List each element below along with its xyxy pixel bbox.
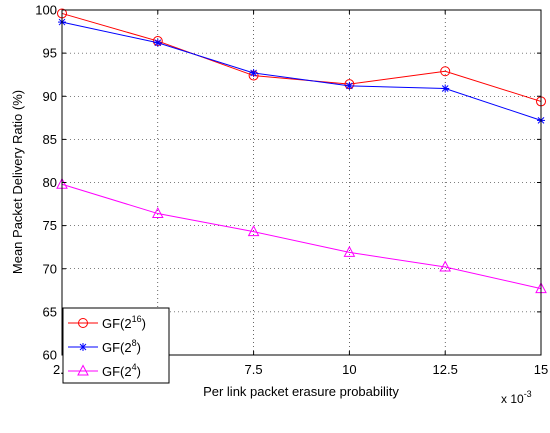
x-tick-label: 12.5	[433, 362, 458, 377]
star-stroke	[154, 39, 162, 47]
legend-label-close: )	[142, 316, 146, 331]
y-axis-label: Mean Packet Delivery Ratio (%)	[10, 90, 25, 274]
legend-item: GF(216)	[68, 314, 146, 331]
y-tick-label: 85	[43, 132, 57, 147]
y-tick-label: 80	[43, 175, 57, 190]
legend-label: GF(28)	[102, 338, 141, 355]
data-point	[439, 260, 452, 272]
legend-label-base: GF(2	[102, 316, 132, 331]
legend: GF(216)GF(28)GF(24)	[62, 307, 170, 384]
legend-label-exponent: 16	[132, 314, 142, 324]
x-scale-exponent: -3	[524, 389, 532, 399]
data-point	[247, 225, 260, 237]
star-stroke	[250, 69, 257, 77]
y-tick-label: 90	[43, 89, 57, 104]
y-tick-label: 75	[43, 218, 57, 233]
grid	[62, 10, 541, 355]
x-tick-label: 7.5	[245, 362, 263, 377]
star-stroke	[441, 85, 449, 92]
legend-label: GF(24)	[102, 362, 141, 379]
plot-background	[62, 10, 541, 355]
data-point	[249, 68, 258, 77]
series-line	[61, 183, 542, 290]
star-stroke	[346, 82, 353, 90]
x-scale-base: x 10	[501, 392, 524, 406]
star-stroke	[79, 343, 87, 351]
data-point	[345, 81, 354, 90]
legend-marker	[77, 364, 89, 376]
legend-label-exponent: 4	[132, 362, 137, 372]
data-point	[440, 66, 451, 77]
data-point	[151, 206, 164, 219]
data-point	[343, 245, 356, 257]
legend-item: GF(28)	[68, 338, 141, 355]
legend-item: GF(24)	[68, 362, 141, 379]
data-point	[153, 38, 162, 47]
legend-label-close: )	[137, 340, 141, 355]
series-3	[56, 177, 547, 294]
y-tick-label: 65	[43, 304, 57, 319]
data-point	[441, 84, 450, 93]
x-tick-label: 15	[534, 362, 548, 377]
legend-marker	[78, 318, 88, 328]
y-tick-label: 70	[43, 261, 57, 276]
series-line	[61, 21, 542, 121]
y-tick-label: 95	[43, 46, 57, 61]
legend-marker	[79, 343, 87, 351]
y-tick-label: 60	[43, 348, 57, 363]
x-scale-label: x 10-3	[501, 389, 532, 406]
legend-label: GF(216)	[102, 314, 146, 331]
legend-label-close: )	[137, 364, 141, 379]
legend-label-base: GF(2	[102, 364, 132, 379]
legend-label-base: GF(2	[102, 340, 132, 355]
x-axis-label: Per link packet erasure probability	[203, 384, 399, 399]
x-tick-label: 10	[342, 362, 356, 377]
y-tick-label: 100	[35, 3, 57, 18]
legend-label-exponent: 8	[132, 338, 137, 348]
